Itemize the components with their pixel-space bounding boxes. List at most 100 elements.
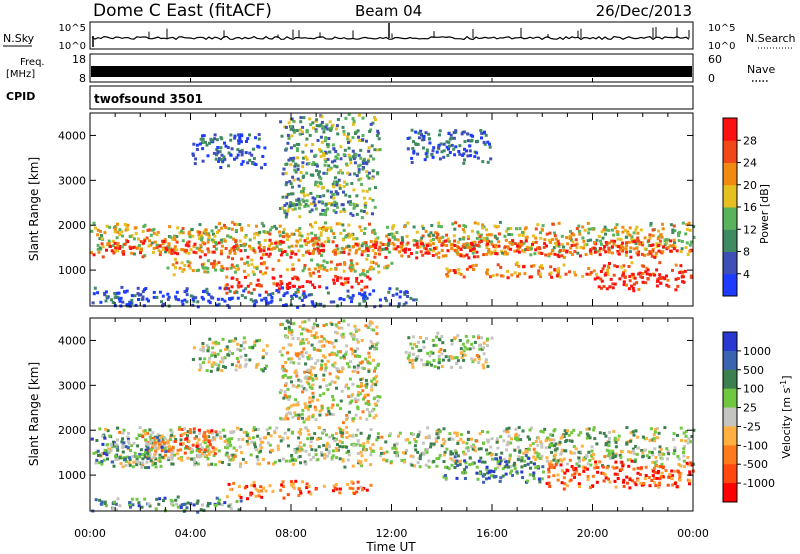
velocity-cell [455,356,459,359]
velocity-cell [331,341,335,345]
power-cell [321,125,325,129]
velocity-cell [307,318,311,322]
power-cell [301,150,305,154]
power-cell [600,286,603,290]
power-cell [600,279,604,283]
power-cell [262,246,266,250]
velocity-cell [340,433,344,437]
velocity-cell [665,457,669,461]
power-cell [317,124,321,128]
velocity-cell [210,429,214,433]
power-cell [576,251,580,255]
velocity-cell [370,385,374,389]
power-cell [185,300,189,304]
power-cell [319,233,323,237]
power-cell [360,293,364,297]
power-cell [342,247,346,251]
power-cell [213,133,217,137]
power-cell [655,245,659,249]
power-cell [156,231,160,234]
velocity-cell [282,367,286,371]
velocity-cell [437,457,441,460]
velocity-cell [299,428,303,431]
velocity-cell [613,472,617,476]
power-cell [111,301,115,304]
power-cell [216,146,220,149]
velocity-cell [577,433,581,437]
velocity-cell [195,444,199,448]
velocity-cell [459,366,463,369]
power-cell [363,294,367,298]
velocity-cell [160,449,164,453]
velocity-cell [349,360,352,364]
power-cell [421,253,425,257]
velocity-cell [135,497,139,501]
power-cell [497,240,501,244]
velocity-cell [267,432,270,435]
power-cell [103,231,107,235]
velocity-cell [367,436,371,440]
power-cell [674,288,678,292]
power-cell [628,275,632,278]
velocity-cell [352,365,356,369]
velocity-cell [413,444,417,448]
velocity-cell [242,430,246,434]
power-cell [281,235,285,239]
power-cell [359,148,363,152]
power-cell [369,240,373,243]
power-cell [357,135,360,139]
velocity-cell [548,445,552,449]
velocity-cell [573,451,577,455]
power-cell [615,223,619,227]
power-cell [522,241,526,245]
velocity-cell [338,439,342,443]
velocity-cell [328,435,332,439]
velocity-cell [562,435,566,439]
velocity-cell [682,445,686,449]
power-cell [659,277,663,280]
power-cell [599,239,602,243]
velocity-cell [311,436,314,440]
velocity-cell [608,480,612,484]
power-cell [380,248,384,251]
velocity-cell [673,469,677,473]
power-cell [332,232,336,236]
power-cell [529,247,533,251]
velocity-cell [671,438,675,441]
velocity-cell [314,487,318,491]
power-cell [689,275,693,279]
power-cell [281,231,285,235]
velocity-cell [289,404,293,408]
power-cell [357,153,361,157]
velocity-cell [536,443,540,447]
power-cell [385,299,389,303]
velocity-cell [659,475,663,479]
velocity-cell [586,462,590,466]
velocity-cell [483,473,486,477]
power-cell [124,228,128,232]
power-cell [123,242,127,246]
power-cell [219,240,223,244]
power-cell [345,245,348,249]
power-cell [355,194,359,198]
power-cell [166,292,170,296]
power-cell [317,236,321,240]
power-cell [326,189,330,193]
power-cell [635,281,639,285]
power-cell [113,292,117,296]
power-cell [320,242,324,246]
power-cell [483,130,486,134]
power-cell [543,242,547,246]
power-cell [212,232,215,236]
velocity-cell [435,335,439,339]
velocity-cell [328,382,332,386]
power-cell [194,157,198,161]
power-cell [155,295,159,299]
velocity-cell [340,366,344,370]
velocity-cell [273,431,277,435]
velocity-cell [280,367,284,371]
power-cell [350,182,354,185]
velocity-cell [333,486,337,490]
velocity-cell [158,442,162,446]
power-cell [306,236,309,240]
